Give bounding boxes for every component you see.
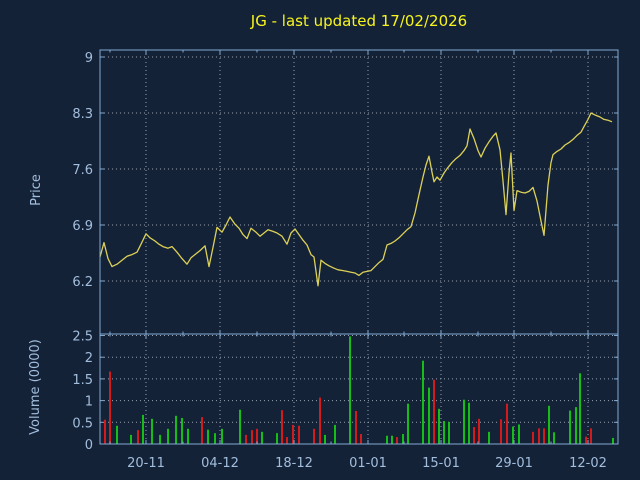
date-tick-label: 29-01 bbox=[495, 456, 533, 471]
volume-plot-frame bbox=[99, 333, 619, 445]
volume-axis-label: Volume (0000) bbox=[28, 339, 43, 435]
price-tick-label: 6.2 bbox=[72, 275, 93, 290]
date-tick-label: 04-12 bbox=[201, 456, 239, 471]
price-tick-label: 6.9 bbox=[72, 219, 93, 234]
volume-tick-label: 2 bbox=[85, 351, 93, 366]
price-tick-label: 9 bbox=[85, 51, 93, 66]
price-axis-label: Price bbox=[29, 174, 44, 206]
volume-tick-label: 1 bbox=[85, 395, 93, 410]
chart-title: JG - last updated 17/02/2026 bbox=[250, 12, 468, 30]
date-tick-label: 18-12 bbox=[275, 456, 313, 471]
date-tick-label: 15-01 bbox=[422, 456, 460, 471]
price-plot-frame bbox=[99, 49, 619, 335]
volume-tick-label: 0.5 bbox=[72, 416, 93, 431]
price-tick-label: 8.3 bbox=[72, 107, 93, 122]
volume-tick-label: 2.5 bbox=[72, 330, 93, 345]
date-tick-label: 20-11 bbox=[127, 456, 165, 471]
date-tick-label: 01-01 bbox=[349, 456, 387, 471]
price-line bbox=[99, 112, 613, 287]
price-tick-label: 7.6 bbox=[72, 163, 93, 178]
volume-tick-label: 0 bbox=[85, 438, 93, 453]
date-tick-label: 12-02 bbox=[569, 456, 607, 471]
volume-tick-label: 1.5 bbox=[72, 373, 93, 388]
